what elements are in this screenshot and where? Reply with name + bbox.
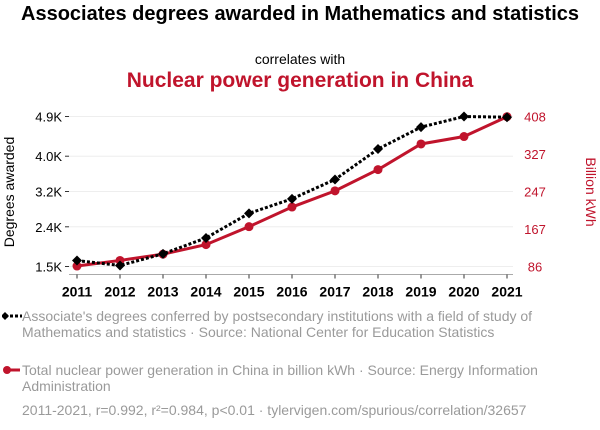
legend-label-nuclear: Total nuclear power generation in China … bbox=[22, 362, 538, 394]
data-point-nuclear bbox=[373, 165, 383, 175]
right-tick-label: 327 bbox=[524, 147, 546, 162]
data-point-nuclear bbox=[201, 240, 211, 250]
legend-item-nuclear: Total nuclear power generation in China … bbox=[3, 362, 542, 394]
series-line-degrees bbox=[76, 114, 508, 268]
data-point-degrees bbox=[158, 248, 168, 259]
right-tick-label: 247 bbox=[524, 185, 546, 200]
left-tick-label: 4.0K bbox=[35, 149, 62, 164]
x-tick-label: 2021 bbox=[491, 284, 522, 300]
legend-circle-line-icon bbox=[3, 366, 20, 374]
data-point-nuclear bbox=[287, 202, 297, 212]
data-point-degrees bbox=[244, 208, 254, 219]
x-tick-label: 2018 bbox=[362, 284, 393, 300]
right-tick-label: 408 bbox=[524, 110, 546, 125]
data-point-degrees bbox=[287, 193, 297, 204]
data-point-degrees bbox=[201, 232, 211, 243]
data-point-degrees bbox=[502, 112, 512, 123]
x-tick-label: 2020 bbox=[448, 284, 479, 300]
data-point-degrees bbox=[373, 144, 383, 155]
data-point-degrees bbox=[72, 255, 82, 266]
left-tick-label: 4.9K bbox=[35, 110, 62, 125]
left-tick-label: 1.5K bbox=[35, 260, 62, 275]
data-point-degrees bbox=[115, 260, 125, 271]
data-point-nuclear bbox=[244, 222, 254, 232]
left-tick-label: 3.2K bbox=[35, 185, 62, 200]
right-axis-label: Billion kWh bbox=[583, 157, 599, 226]
data-point-nuclear bbox=[115, 255, 125, 265]
chart-subtitle: correlates with bbox=[254, 51, 346, 67]
x-tick-label: 2017 bbox=[319, 284, 350, 300]
x-tick-label: 2011 bbox=[62, 284, 93, 300]
data-point-degrees bbox=[416, 122, 426, 133]
data-point-nuclear bbox=[416, 139, 426, 149]
x-tick-label: 2015 bbox=[233, 284, 264, 300]
right-tick-label: 167 bbox=[524, 222, 546, 237]
left-axis-label: Degrees awarded bbox=[1, 137, 17, 248]
right-tick-label: 86 bbox=[528, 260, 542, 275]
footer-stats: 2011-2021, r=0.992, r²=0.984, p<0.01 · t… bbox=[22, 402, 527, 418]
data-point-nuclear bbox=[459, 132, 469, 142]
data-point-nuclear bbox=[330, 186, 340, 196]
data-point-degrees bbox=[459, 111, 469, 122]
left-tick-label: 2.4K bbox=[35, 220, 62, 235]
legend-label-degrees: Associate's degrees conferred by postsec… bbox=[22, 308, 533, 340]
chart-plot: 1.5K 2.4K 3.2K 4.0K 4.9K 86 167 247 327 408 2011 20… bbox=[1, 110, 599, 300]
legend-item-degrees: Associate's degrees conferred by postsec… bbox=[2, 308, 542, 340]
data-point-degrees bbox=[330, 174, 340, 185]
x-tick-label: 2013 bbox=[147, 284, 178, 300]
x-tick-label: 2012 bbox=[104, 284, 135, 300]
legend-diamond-dotted-icon bbox=[2, 312, 22, 320]
x-tick-label: 2014 bbox=[190, 284, 221, 300]
x-tick-label: 2016 bbox=[276, 284, 307, 300]
chart-title: Associates degrees awarded in Mathematic… bbox=[21, 3, 579, 25]
data-point-nuclear bbox=[72, 261, 82, 271]
chart-title-2: Nuclear power generation in China bbox=[126, 69, 474, 92]
x-tick-label: 2019 bbox=[405, 284, 436, 300]
